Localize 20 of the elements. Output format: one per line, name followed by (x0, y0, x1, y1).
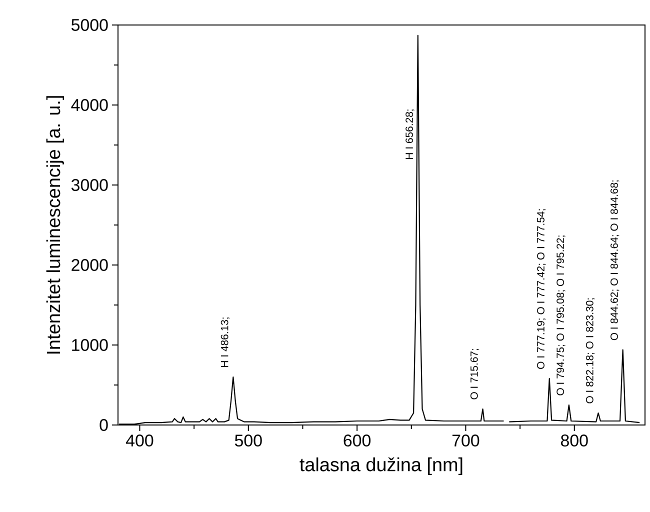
x-tick-label: 400 (126, 434, 154, 447)
y-tick-label: 2000 (72, 259, 108, 271)
annotation: H I 656.28; (406, 110, 414, 159)
y-tick-label: 5000 (71, 19, 108, 31)
annotation: O I 794.75; O I 795.08; O I 795.22; (556, 236, 566, 396)
annotation: H I 486.13; (220, 318, 230, 367)
x-tick-label: 800 (560, 434, 588, 447)
x-tick-label: 600 (344, 434, 371, 447)
x-axis-title: talasna dužina [nm] (300, 457, 462, 476)
y-tick-label: 1000 (72, 339, 108, 351)
annotation: O I 777.19; O I 777.42; O I 777.54; (537, 209, 546, 369)
annotation: O I 715.67; (470, 348, 480, 400)
annotation: O I 822.18; O I 823.30; (586, 298, 595, 404)
y-tick-label: 0 (100, 419, 108, 431)
annotation: O I 844.62; O I 844.64; O I 844.68; (610, 180, 620, 340)
x-tick-label: 500 (234, 434, 262, 447)
y-tick-label: 4000 (71, 99, 108, 111)
y-axis-title: Intenzitet luminescencije [a. u.] (46, 96, 64, 354)
y-tick-label: 3000 (71, 179, 108, 191)
x-tick-label: 700 (452, 434, 480, 447)
